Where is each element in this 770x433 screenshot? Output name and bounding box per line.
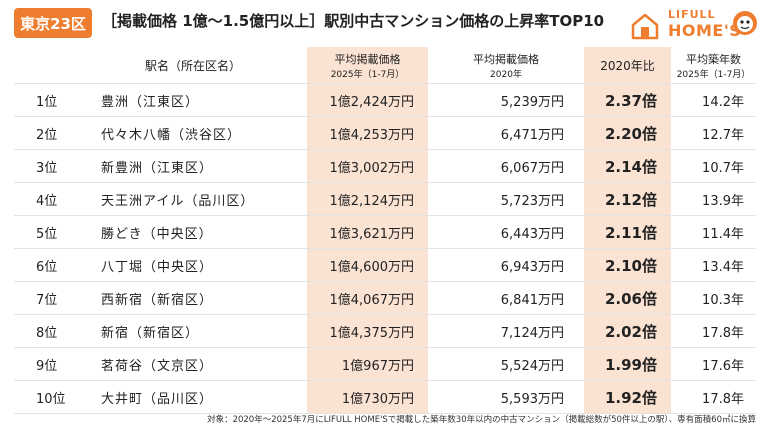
header-price-2025: 平均掲載価格 2025年（1-7月） (307, 47, 428, 84)
station-cell: 新豊洲（江東区） (87, 149, 307, 183)
header-price-2020-sub: 2020年 (490, 69, 522, 80)
age-cell: 17.8年 (671, 314, 756, 348)
ratio-cell: 2.11倍 (584, 215, 671, 249)
age-cell: 10.3年 (671, 281, 756, 315)
ratio-cell: 2.14倍 (584, 149, 671, 183)
table-row: 7位 西新宿（新宿区） 1億4,067万円 6,841万円 2.06倍 10.3… (14, 281, 756, 315)
age-cell: 10.7年 (671, 149, 756, 183)
table-row: 5位 勝どき（中央区） 1億3,621万円 6,443万円 2.11倍 11.4… (14, 215, 756, 249)
price-2025-cell: 1億4,067万円 (307, 281, 428, 315)
station-cell: 茗荷谷（文京区） (87, 347, 307, 381)
ratio-cell: 2.20倍 (584, 116, 671, 150)
header-ratio: 2020年比 (584, 47, 671, 84)
price-2025-cell: 1億4,375万円 (307, 314, 428, 348)
header-price-2020-label: 平均掲載価格 (473, 52, 539, 66)
logo-text-top: LIFULL (668, 8, 716, 21)
ratio-cell: 1.92倍 (584, 380, 671, 414)
page-title: ［掲載価格 1億〜1.5億円以上］駅別中古マンション価格の上昇率TOP10 (102, 12, 605, 30)
lifull-homes-logo: LIFULL HOME'S (628, 6, 758, 42)
table-header-row: 駅名（所在区名） 平均掲載価格 2025年（1-7月） 平均掲載価格 2020年 2… (14, 47, 756, 84)
ratio-cell: 2.06倍 (584, 281, 671, 315)
header-age-label: 平均築年数 (686, 52, 741, 66)
station-cell: 八丁堀（中央区） (87, 248, 307, 282)
rank-cell: 5位 (14, 215, 87, 249)
station-cell: 勝どき（中央区） (87, 215, 307, 249)
header-price-2025-sub: 2025年（1-7月） (330, 69, 405, 80)
price-2025-cell: 1億967万円 (307, 347, 428, 381)
price-2020-cell: 5,239万円 (428, 83, 584, 117)
station-cell: 天王洲アイル（品川区） (87, 182, 307, 216)
header-price-2020: 平均掲載価格 2020年 (428, 47, 584, 84)
header-age-sub: 2025年（1-7月） (676, 69, 751, 80)
table-row: 2位 代々木八幡（渋谷区） 1億4,253万円 6,471万円 2.20倍 12… (14, 116, 756, 150)
age-cell: 17.8年 (671, 380, 756, 414)
rank-cell: 1位 (14, 83, 87, 117)
header-rank (14, 47, 87, 84)
age-cell: 12.7年 (671, 116, 756, 150)
age-cell: 13.4年 (671, 248, 756, 282)
price-2020-cell: 5,524万円 (428, 347, 584, 381)
rank-cell: 7位 (14, 281, 87, 315)
price-2020-cell: 5,593万円 (428, 380, 584, 414)
mascot-icon (733, 11, 757, 35)
price-2020-cell: 6,841万円 (428, 281, 584, 315)
rank-cell: 4位 (14, 182, 87, 216)
ratio-cell: 1.99倍 (584, 347, 671, 381)
region-badge: 東京23区 (14, 8, 92, 38)
station-cell: 西新宿（新宿区） (87, 281, 307, 315)
table-row: 1位 豊洲（江東区） 1億2,424万円 5,239万円 2.37倍 14.2年 (14, 83, 756, 117)
header-station: 駅名（所在区名） (145, 58, 242, 73)
price-2025-cell: 1億2,124万円 (307, 182, 428, 216)
table-row: 8位 新宿（新宿区） 1億4,375万円 7,124万円 2.02倍 17.8年 (14, 314, 756, 348)
header-price-2025-label: 平均掲載価格 (334, 52, 401, 66)
header-age: 平均築年数 2025年（1-7月） (671, 47, 756, 84)
station-cell: 代々木八幡（渋谷区） (87, 116, 307, 150)
age-cell: 13.9年 (671, 182, 756, 216)
table-row: 9位 茗荷谷（文京区） 1億967万円 5,524万円 1.99倍 17.6年 (14, 347, 756, 381)
logo-text-bottom: HOME'S (668, 21, 742, 40)
rank-cell: 10位 (14, 380, 87, 414)
table-row: 6位 八丁堀（中央区） 1億4,600万円 6,943万円 2.10倍 13.4… (14, 248, 756, 282)
rank-cell: 6位 (14, 248, 87, 282)
footnote: 対象：2020年〜2025年7月にLIFULL HOME'Sで掲載した築年数30… (207, 415, 756, 425)
price-ranking-table: 駅名（所在区名） 平均掲載価格 2025年（1-7月） 平均掲載価格 2020年 2… (14, 47, 756, 414)
price-2020-cell: 6,067万円 (428, 149, 584, 183)
house-icon (631, 13, 659, 40)
rank-cell: 9位 (14, 347, 87, 381)
table-row: 10位 大井町（品川区） 1億730万円 5,593万円 1.92倍 17.8年 (14, 380, 756, 414)
price-2025-cell: 1億3,621万円 (307, 215, 428, 249)
ratio-cell: 2.12倍 (584, 182, 671, 216)
rank-cell: 2位 (14, 116, 87, 150)
table-row: 3位 新豊洲（江東区） 1億3,002万円 6,067万円 2.14倍 10.7… (14, 149, 756, 183)
rank-cell: 8位 (14, 314, 87, 348)
station-cell: 大井町（品川区） (87, 380, 307, 414)
ratio-cell: 2.37倍 (584, 83, 671, 117)
price-2020-cell: 6,443万円 (428, 215, 584, 249)
age-cell: 17.6年 (671, 347, 756, 381)
age-cell: 14.2年 (671, 83, 756, 117)
ratio-cell: 2.10倍 (584, 248, 671, 282)
price-2020-cell: 5,723万円 (428, 182, 584, 216)
price-2025-cell: 1億3,002万円 (307, 149, 428, 183)
table-row: 4位 天王洲アイル（品川区） 1億2,124万円 5,723万円 2.12倍 1… (14, 182, 756, 216)
station-cell: 新宿（新宿区） (87, 314, 307, 348)
rank-cell: 3位 (14, 149, 87, 183)
price-2025-cell: 1億2,424万円 (307, 83, 428, 117)
station-cell: 豊洲（江東区） (87, 83, 307, 117)
price-2020-cell: 6,943万円 (428, 248, 584, 282)
price-2025-cell: 1億4,253万円 (307, 116, 428, 150)
price-2025-cell: 1億730万円 (307, 380, 428, 414)
price-2020-cell: 7,124万円 (428, 314, 584, 348)
ratio-cell: 2.02倍 (584, 314, 671, 348)
age-cell: 11.4年 (671, 215, 756, 249)
price-2025-cell: 1億4,600万円 (307, 248, 428, 282)
price-2020-cell: 6,471万円 (428, 116, 584, 150)
